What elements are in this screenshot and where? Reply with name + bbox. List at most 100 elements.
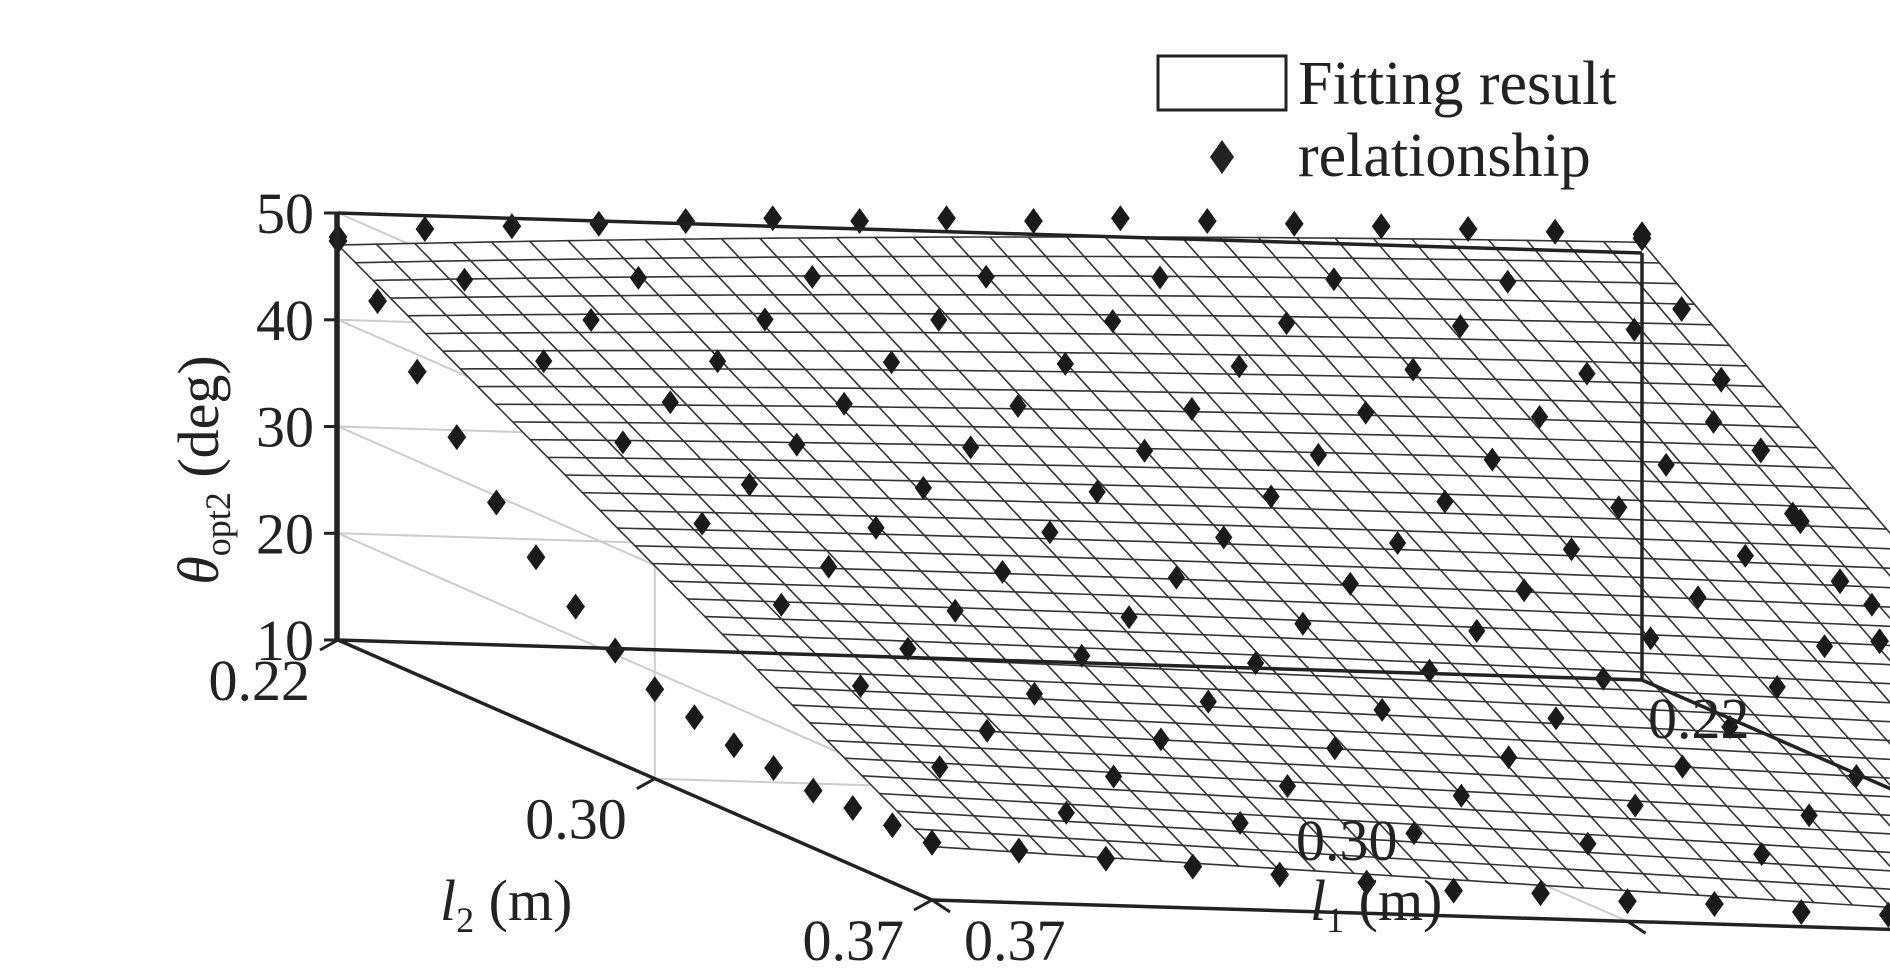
relationship-point xyxy=(1483,447,1501,472)
relationship-point xyxy=(1618,888,1637,915)
relationship-point xyxy=(1768,674,1786,699)
mesh-line-l1 xyxy=(1104,236,1700,896)
relationship-point xyxy=(415,216,435,242)
relationship-point xyxy=(582,308,600,332)
relationship-point xyxy=(1357,400,1375,425)
relationship-point xyxy=(1357,869,1376,896)
relationship-point xyxy=(1041,520,1059,545)
mesh-line-l1 xyxy=(375,243,971,850)
legend: Fitting result relationship xyxy=(1156,50,1617,190)
relationship-point xyxy=(1088,479,1106,504)
relationship-point xyxy=(1642,626,1660,651)
relationship-point xyxy=(1815,634,1834,659)
axis-line xyxy=(931,898,1890,932)
relationship-point xyxy=(1231,811,1249,835)
relationship-point xyxy=(724,732,744,759)
relationship-point xyxy=(1270,861,1290,888)
relationship-point xyxy=(1389,531,1407,555)
mesh-line-l1 xyxy=(1564,240,1890,620)
relationship-point xyxy=(1024,208,1043,234)
mesh-line-l1 xyxy=(414,242,1010,853)
relationship-point xyxy=(1096,845,1116,872)
relationship-point xyxy=(1198,208,1217,234)
relationship-point xyxy=(535,349,553,374)
relationship-point xyxy=(1230,354,1248,379)
axis-line xyxy=(337,211,1643,255)
relationship-point xyxy=(1183,853,1203,880)
z-tick-label: 10 xyxy=(256,608,314,673)
relationship-point xyxy=(1277,311,1296,336)
relationship-point xyxy=(756,307,774,332)
l2-tick-mark xyxy=(319,638,339,652)
relationship-point xyxy=(930,307,948,332)
relationship-point xyxy=(1878,901,1890,928)
relationship-point xyxy=(1579,831,1597,856)
mesh-line-l1 xyxy=(1334,237,1890,868)
relationship-point xyxy=(820,554,838,579)
mesh-line-l1 xyxy=(912,236,1508,884)
legend-surface-swatch xyxy=(1156,54,1288,112)
mesh-line-l1 xyxy=(1219,236,1815,904)
relationship-point xyxy=(1371,213,1391,240)
relationship-point xyxy=(1405,821,1423,846)
mesh-line-l1 xyxy=(1641,241,1890,535)
relationship-point xyxy=(1468,618,1486,643)
mesh-line-l1 xyxy=(951,236,1547,887)
relationship-point xyxy=(1863,592,1881,617)
relationship-point xyxy=(937,205,956,232)
relationship-point xyxy=(1784,501,1802,526)
relationship-point xyxy=(1753,842,1771,867)
mesh-line-l1 xyxy=(452,242,1048,855)
mesh-line-l1 xyxy=(490,241,1086,857)
mesh-line-l1 xyxy=(1181,236,1777,901)
relationship-point xyxy=(1547,706,1565,731)
mesh-line-l1 xyxy=(682,238,1278,870)
relationship-point xyxy=(1104,309,1122,334)
z-tick-label: 30 xyxy=(256,395,314,460)
relationship-point xyxy=(1326,736,1344,761)
relationship-point xyxy=(455,267,474,292)
relationship-point xyxy=(693,511,711,536)
relationship-point xyxy=(1057,800,1075,825)
l2-tick-mark xyxy=(913,898,933,912)
relationship-point xyxy=(1531,880,1550,907)
legend-diamond-marker xyxy=(1210,140,1234,174)
l1-tick-label: 0.37 xyxy=(964,908,1066,969)
relationship-point xyxy=(1736,543,1754,568)
axes xyxy=(334,211,1890,932)
relationship-point xyxy=(1451,314,1469,338)
mesh-line-l1 xyxy=(720,238,1317,872)
relationship-point xyxy=(1705,891,1724,917)
relationship-point xyxy=(993,559,1012,584)
relationship-point xyxy=(764,755,783,781)
z-axis-label: θopt2 (deg) xyxy=(166,355,238,584)
mesh-line-l1 xyxy=(874,236,1470,882)
relationship-point xyxy=(883,812,902,839)
mesh-line-l1 xyxy=(337,244,933,848)
relationship-point xyxy=(1578,361,1596,386)
relationship-point xyxy=(1284,210,1304,237)
relationship-point xyxy=(922,829,942,856)
relationship-point xyxy=(1672,296,1691,322)
l2-tick-label: 0.22 xyxy=(209,648,311,713)
relationship-point xyxy=(1325,267,1343,292)
legend-label-fitting: Fitting result xyxy=(1298,50,1617,118)
mesh-line-l1 xyxy=(797,237,1393,877)
tick-labels: 10 20 30 40 50 0.22 0.30 0.37 0.22 0.30 0.37 xyxy=(209,181,1750,969)
relationship-point xyxy=(1625,317,1643,342)
mesh-line-l1 xyxy=(1411,238,1890,787)
relationship-point xyxy=(645,676,665,703)
relationship-point xyxy=(946,598,964,623)
relationship-point xyxy=(1262,484,1280,509)
mesh-line-l1 xyxy=(1066,236,1662,894)
relationship-point xyxy=(605,637,625,664)
relationship-point xyxy=(1294,611,1312,636)
relationship-point xyxy=(899,636,917,661)
relationship-point xyxy=(1215,525,1233,550)
axis-line xyxy=(337,638,1643,682)
relationship-point xyxy=(1025,681,1043,706)
mesh-line-l1 xyxy=(605,239,1202,865)
fitting-surface xyxy=(337,236,1890,909)
relationship-point xyxy=(835,391,853,416)
